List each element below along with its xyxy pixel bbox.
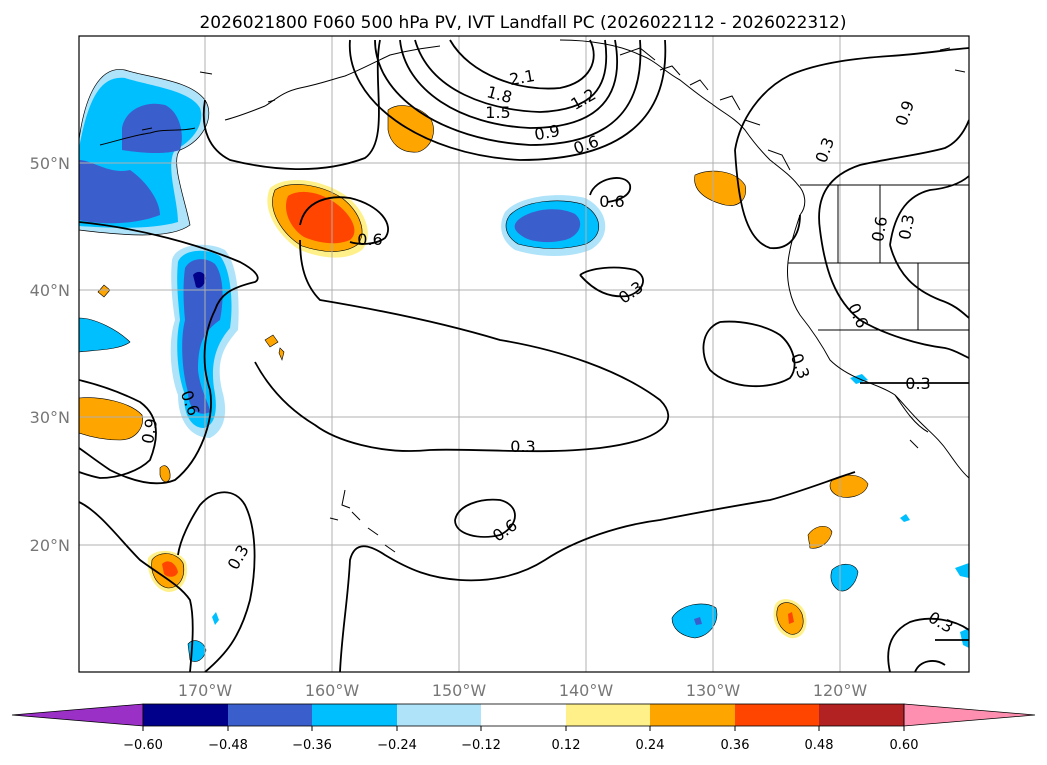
contour-label: 0.6 <box>599 192 624 211</box>
colorbar-extend-high <box>903 703 1036 727</box>
colorbar-tick-label: −0.12 <box>461 738 501 753</box>
colorbar-ticks <box>142 726 905 731</box>
contour-label: 0.6 <box>844 300 872 331</box>
map-title: 2026021800 F060 500 hPa PV, IVT Landfall… <box>199 13 846 33</box>
coastlines <box>99 39 969 553</box>
colorbar-tick-label: −0.60 <box>123 738 163 753</box>
pv-pos-left <box>79 397 143 441</box>
contours <box>79 39 969 672</box>
contour-label: 0.3 <box>895 213 918 241</box>
colorbar-tick-label: 0.36 <box>721 738 750 753</box>
colorbar-segment <box>735 704 820 726</box>
pv-neg-s1-core <box>694 617 702 625</box>
pv-pos-left-small <box>97 284 111 298</box>
colorbar-segment <box>228 704 313 726</box>
contour-label: 0.6 <box>571 132 601 159</box>
pv-pos-east2 <box>807 526 833 549</box>
pv-neg-col-inner <box>182 259 223 414</box>
map-panel: 2.1 1.8 1.5 1.2 0.9 0.6 0.6 0.6 0.3 0.9 … <box>79 36 969 672</box>
lat-labels: 50°N 40°N 30°N 20°N <box>30 154 70 555</box>
contour-label: 0.3 <box>510 437 535 456</box>
pv-neg-s1 <box>671 603 718 639</box>
pv-neg-mid-inner <box>514 209 581 243</box>
lat-label: 50°N <box>30 154 70 173</box>
lon-labels: 170°W 160°W 150°W 140°W 130°W 120°W <box>178 681 868 700</box>
contour-label: 0.6 <box>489 515 521 545</box>
colorbar-tick-labels: −0.60 −0.48 −0.36 −0.24 −0.12 0.12 0.24 … <box>123 738 918 753</box>
lon-label: 170°W <box>178 681 233 700</box>
colorbar-tick-label: −0.36 <box>292 738 332 753</box>
colorbar-tick-label: 0.48 <box>805 738 834 753</box>
lat-label: 30°N <box>30 408 70 427</box>
lon-label: 140°W <box>559 681 614 700</box>
map-frame <box>78 35 970 673</box>
contour-label: 2.1 <box>508 66 536 89</box>
colorbar-segment <box>397 704 482 726</box>
contour-label: 1.2 <box>567 85 599 114</box>
colorbar-segment <box>566 704 651 726</box>
colorbar-tick-label: 0.24 <box>636 738 665 753</box>
colorbar-tick-label: −0.24 <box>377 738 417 753</box>
pv-neg-s2 <box>830 563 859 592</box>
pv-neg-col-core <box>193 271 206 288</box>
contour-label: 0.3 <box>615 277 647 307</box>
contour-label: 0.9 <box>892 98 919 128</box>
contour-label: 0.3 <box>925 608 957 637</box>
contour-label: 0.6 <box>868 215 891 243</box>
contour-label: 0.6 <box>357 230 382 249</box>
pv-neg-left-edge <box>79 317 131 353</box>
contour-labels: 2.1 1.8 1.5 1.2 0.9 0.6 0.6 0.6 0.3 0.9 … <box>138 66 957 637</box>
pv-neg-nw-inner <box>79 103 182 224</box>
contour-label: 0.9 <box>533 121 561 144</box>
contour-label: 0.3 <box>224 541 253 573</box>
colorbar-outline <box>142 703 905 727</box>
colorbar-segment <box>143 704 228 726</box>
pv-pos-small-b <box>159 465 171 483</box>
pv-pos-small-a <box>264 334 285 361</box>
contour-label: 0.3 <box>905 374 930 393</box>
lon-label: 160°W <box>305 681 360 700</box>
colorbar-tick-label: −0.48 <box>208 738 248 753</box>
colorbar-tick-label: 0.60 <box>890 738 919 753</box>
pv-pos-se-core <box>788 612 794 624</box>
lat-label: 40°N <box>30 281 70 300</box>
pv-neg-s4 <box>212 612 219 625</box>
contour-label: 1.5 <box>485 103 510 122</box>
colorbar-segment <box>481 704 566 726</box>
colorbar-tick-label: 0.12 <box>552 738 581 753</box>
graticule <box>79 36 969 672</box>
colorbar-extend-low <box>11 703 144 727</box>
pv-pos-sw-core <box>162 561 178 577</box>
colorbar-segment <box>819 704 904 726</box>
pv-pos-north <box>387 105 434 153</box>
lon-label: 120°W <box>813 681 868 700</box>
lon-label: 150°W <box>432 681 487 700</box>
colorbar-segment <box>650 704 735 726</box>
colorbar-segment <box>312 704 397 726</box>
contour-label: 0.9 <box>138 417 161 445</box>
colorbar: −0.60 −0.48 −0.36 −0.24 −0.12 0.12 0.24 … <box>11 703 1036 753</box>
pv-pos-west-inner <box>285 191 355 244</box>
contour-label: 0.3 <box>812 135 839 165</box>
lat-label: 20°N <box>30 536 70 555</box>
lon-label: 130°W <box>686 681 741 700</box>
